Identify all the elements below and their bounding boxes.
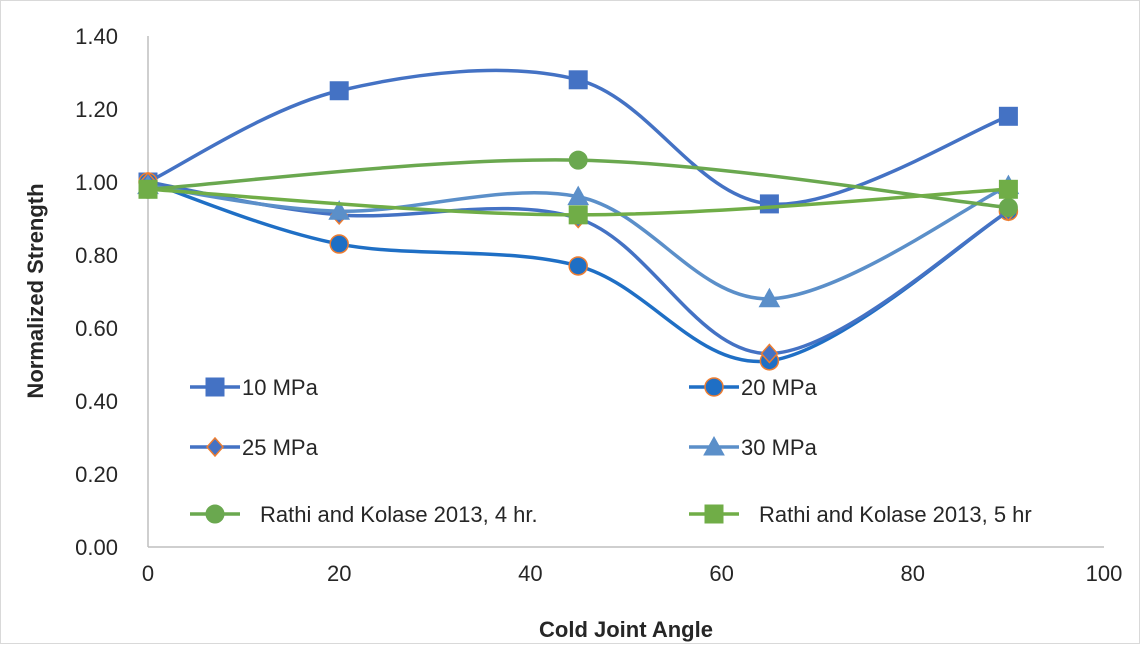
y-tick-label: 0.60	[75, 316, 118, 341]
legend-entry: Rathi and Kolase 2013, 5 hr	[689, 502, 1032, 527]
legend-marker	[704, 504, 724, 524]
data-point	[568, 205, 588, 225]
series-group	[137, 68, 1020, 371]
x-tick-label: 40	[518, 561, 542, 586]
data-point	[759, 194, 779, 214]
y-tick-label: 1.40	[75, 24, 118, 49]
data-point	[329, 234, 349, 254]
data-point	[998, 198, 1018, 218]
data-point	[567, 185, 590, 206]
x-tick-label: 0	[142, 561, 154, 586]
series-5	[138, 179, 1018, 225]
y-tick-label: 0.80	[75, 243, 118, 268]
legend-marker	[205, 504, 225, 524]
legend-entry: Rathi and Kolase 2013, 4 hr.	[190, 502, 538, 527]
x-tick-label: 60	[709, 561, 733, 586]
y-tick-label: 1.00	[75, 170, 118, 195]
legend-label: Rathi and Kolase 2013, 5 hr	[759, 502, 1032, 527]
data-point	[138, 179, 158, 199]
y-tick-label: 0.00	[75, 535, 118, 560]
y-tick-label: 0.20	[75, 462, 118, 487]
legend-marker	[205, 377, 225, 397]
legend-label: 30 MPa	[741, 435, 818, 460]
x-tick-label: 20	[327, 561, 351, 586]
data-point	[329, 81, 349, 101]
legend-label: Rathi and Kolase 2013, 4 hr.	[260, 502, 538, 527]
legend-marker	[703, 435, 725, 456]
legend: 10 MPa 20 MPa 25 MPa 30 MPa Rathi and Kolase…	[190, 375, 1032, 527]
legend-label: 25 MPa	[242, 435, 319, 460]
data-point	[758, 287, 781, 308]
legend-label: 20 MPa	[741, 375, 818, 400]
legend-entry: 20 MPa	[689, 375, 818, 400]
legend-label: 10 MPa	[242, 375, 319, 400]
x-tick-label: 80	[901, 561, 925, 586]
x-tick-label: 100	[1086, 561, 1123, 586]
legend-marker	[704, 377, 724, 397]
y-tick-label: 0.40	[75, 389, 118, 414]
plot-area: 0.00 0.20 0.40 0.60 0.80 1.00 1.20 1.40 0 20 40 60 8…	[75, 24, 1122, 586]
data-point	[998, 106, 1018, 126]
series-3	[137, 174, 1020, 308]
series-line	[146, 68, 1011, 206]
data-point	[328, 200, 351, 220]
legend-marker	[205, 436, 225, 458]
data-point	[998, 179, 1018, 199]
data-point	[568, 256, 588, 276]
legend-entry: 30 MPa	[689, 435, 818, 460]
data-point	[568, 150, 588, 170]
y-tick-label: 1.20	[75, 97, 118, 122]
legend-entry: 25 MPa	[190, 435, 319, 460]
y-axis-title: Normalized Strength	[23, 183, 48, 398]
x-axis-title: Cold Joint Angle	[539, 617, 713, 642]
legend-entry: 10 MPa	[190, 375, 319, 400]
data-point	[760, 343, 779, 364]
data-point	[568, 70, 588, 90]
